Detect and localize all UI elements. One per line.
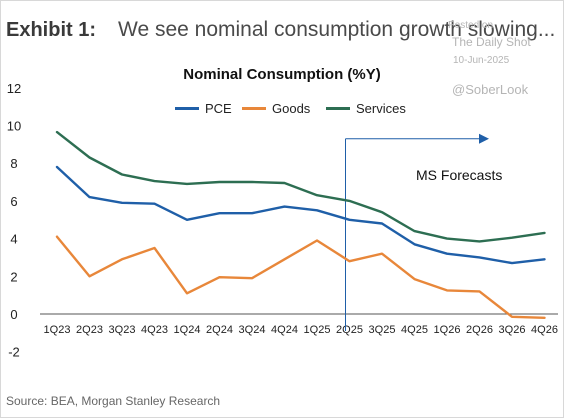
- x-tick-label: 1Q25: [304, 324, 331, 336]
- x-tick-label: 2Q23: [76, 324, 103, 336]
- x-tick-label: 4Q23: [141, 324, 168, 336]
- x-tick-label: 4Q26: [531, 324, 558, 336]
- watermark-site: The Daily Shot: [452, 35, 531, 49]
- y-tick-label: 0: [10, 307, 17, 322]
- exhibit-label: Exhibit 1:: [6, 19, 97, 41]
- legend-item-goods: Goods: [242, 101, 310, 116]
- chart-legend: PCE Goods Services: [0, 101, 564, 117]
- y-tick-label: 6: [10, 194, 17, 209]
- y-tick-label: 4: [10, 232, 17, 247]
- x-tick-label: 2Q26: [466, 324, 493, 336]
- legend-label-pce: PCE: [205, 101, 232, 116]
- y-tick-label: 12: [7, 81, 21, 96]
- x-tick-label: 3Q26: [499, 324, 526, 336]
- source-note: Source: BEA, Morgan Stanley Research: [6, 394, 221, 408]
- chart-title: Nominal Consumption (%Y): [183, 66, 381, 83]
- legend-item-services: Services: [326, 101, 406, 116]
- series-line-services: [55, 130, 546, 243]
- forecast-arrowhead: [479, 133, 489, 144]
- x-tick-label: 2Q24: [206, 324, 233, 336]
- y-tick-label: 2: [10, 269, 17, 284]
- x-tick-label: 2Q25: [336, 324, 363, 336]
- legend-swatch-services: [326, 107, 350, 110]
- y-tick-label: -2: [8, 345, 20, 360]
- watermark-handle: @SoberLook: [452, 82, 529, 97]
- x-tick-label: 3Q23: [109, 324, 136, 336]
- x-tick-label: 3Q25: [369, 324, 396, 336]
- x-tick-label: 3Q24: [239, 324, 266, 336]
- series-line-pce: [55, 165, 546, 265]
- legend-swatch-goods: [242, 107, 266, 110]
- y-tick-label: 8: [10, 156, 17, 171]
- x-tick-label: 1Q24: [174, 324, 201, 336]
- watermark-date: 10-Jun-2025: [453, 55, 510, 66]
- legend-item-pce: PCE: [175, 101, 232, 116]
- x-tick-label: 1Q23: [44, 324, 71, 336]
- x-tick-label: 1Q26: [434, 324, 461, 336]
- series-line-goods: [55, 235, 546, 319]
- x-tick-label: 4Q24: [271, 324, 298, 336]
- exhibit-header: Exhibit 1: We see nominal consumption gro…: [6, 18, 555, 42]
- watermark-posted-on: Posted on: [448, 20, 494, 31]
- y-tick-label: 10: [7, 119, 21, 134]
- legend-swatch-pce: [175, 107, 199, 110]
- legend-label-goods: Goods: [272, 101, 311, 116]
- forecast-label: MS Forecasts: [416, 167, 502, 183]
- legend-label-services: Services: [356, 101, 406, 116]
- x-tick-label: 4Q25: [401, 324, 428, 336]
- exhibit-title: We see nominal consumption growth slowin…: [118, 18, 556, 41]
